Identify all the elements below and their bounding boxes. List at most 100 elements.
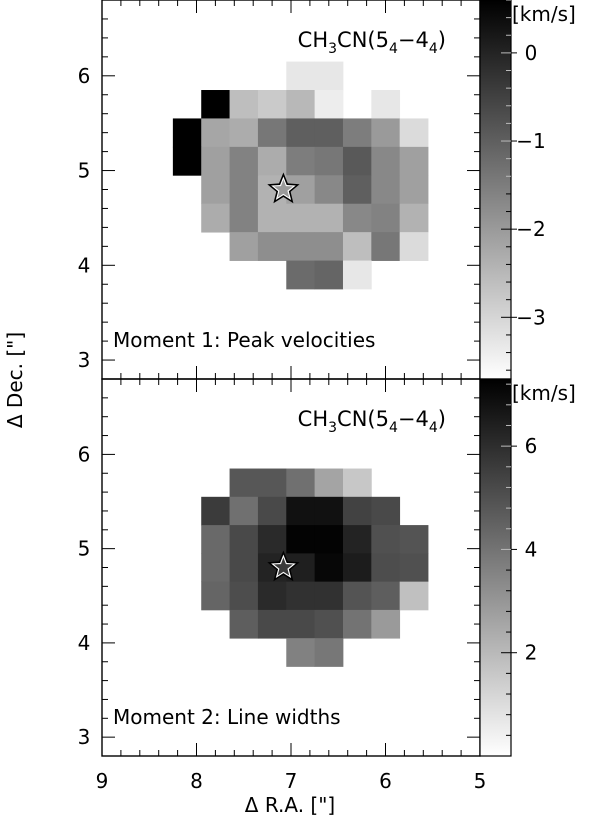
heatmap-cell (342, 146, 372, 176)
heatmap-cell (229, 553, 259, 583)
heatmap-cell (371, 496, 401, 526)
colorbar-gradient (479, 0, 512, 380)
heatmap-cell (314, 203, 344, 233)
heatmap-cell (314, 638, 344, 667)
heatmap-cell (257, 525, 287, 554)
y-tick-label: 4 (78, 253, 91, 277)
heatmap-cell (201, 525, 230, 554)
moment1-colorbar: 0 −1 −2 −3 (479, 0, 546, 380)
colorbar-tick-label: 6 (525, 434, 538, 458)
heatmap-cell (286, 260, 316, 290)
heatmap-cell (257, 496, 287, 526)
heatmap-cell (399, 525, 429, 554)
heatmap-cell (342, 609, 372, 639)
heatmap-cell (342, 553, 372, 583)
heatmap-cell (314, 581, 344, 611)
heatmap-cell (371, 581, 401, 611)
y-axis-label: Δ Dec. ["] (3, 332, 27, 428)
heatmap-cell (342, 496, 372, 526)
moment2-colorbar: 6 4 2 (479, 378, 538, 757)
heatmap-cell (229, 118, 259, 148)
heatmap-cell (257, 90, 287, 119)
heatmap-cell (371, 146, 401, 176)
heatmap-cell (229, 175, 259, 205)
heatmap-cell (257, 581, 287, 611)
heatmap-cell (229, 581, 259, 611)
heatmap-cell (314, 232, 344, 261)
heatmap-cell (314, 553, 344, 583)
heatmap-cell (257, 609, 287, 639)
heatmap-cell (201, 581, 230, 611)
moment2-title: CH3CN(54−44) (298, 407, 446, 436)
colorbar-tick-label: 4 (525, 537, 538, 561)
heatmap-cell (286, 496, 316, 526)
colorbar-tick-label: 0 (525, 41, 538, 65)
heatmap-cell (399, 553, 429, 583)
heatmap-cell (314, 496, 344, 526)
heatmap-cell (201, 496, 230, 526)
moment2-annotation: Moment 2: Line widths (113, 705, 341, 729)
heatmap-cell (286, 638, 316, 667)
moment2-colorbar-unit: [km/s] (512, 381, 576, 405)
x-tick-label: 7 (285, 769, 298, 793)
moment1-colorbar-unit: [km/s] (512, 2, 576, 26)
heatmap-cell (342, 581, 372, 611)
heatmap-cell (286, 90, 316, 119)
heatmap-cell (314, 146, 344, 176)
x-tick-label: 5 (474, 769, 487, 793)
heatmap-cell (342, 468, 372, 498)
x-tick-label: 9 (96, 769, 109, 793)
colorbar-gradient (479, 378, 512, 757)
colorbar-tick-label: −2 (516, 217, 545, 241)
x-tick-label: 6 (379, 769, 392, 793)
heatmap-cell (172, 118, 202, 148)
heatmap-cell (201, 553, 230, 583)
protostar-star-icon (267, 172, 300, 204)
heatmap-cell (399, 175, 429, 205)
heatmap-cell (371, 525, 401, 554)
heatmap-cell (257, 468, 287, 498)
heatmap-cell (201, 90, 230, 119)
moment2-panel: CH3CN(54−44) Moment 2: Line widths 6 4 2 [… (101, 378, 576, 757)
heatmap-cell (229, 609, 259, 639)
heatmap-cell (342, 118, 372, 148)
y-tick-label: 3 (78, 348, 91, 372)
heatmap-cell (314, 525, 344, 554)
heatmap-cell (286, 609, 316, 639)
y-tick-label: 6 (78, 64, 91, 88)
heatmap-cell (371, 175, 401, 205)
colorbar-tick-label: −3 (516, 305, 545, 329)
heatmap-cell (371, 90, 401, 119)
moment1-title: CH3CN(54−44) (298, 28, 446, 57)
heatmap-cell (229, 203, 259, 233)
moment1-heatmap (172, 61, 429, 290)
heatmap-cell (399, 581, 429, 611)
heatmap-cell (342, 260, 372, 290)
heatmap-cell (257, 203, 287, 233)
heatmap-cell (229, 90, 259, 119)
heatmap-cell (399, 146, 429, 176)
heatmap-cell (342, 525, 372, 554)
heatmap-cell (371, 118, 401, 148)
moment2-heatmap (201, 468, 429, 667)
x-tick-labels: 9 8 7 6 5 (96, 769, 487, 793)
heatmap-cell (229, 232, 259, 261)
heatmap-cell (201, 118, 230, 148)
heatmap-cell (201, 175, 230, 205)
heatmap-cell (286, 118, 316, 148)
heatmap-cell (371, 203, 401, 233)
heatmap-cell (314, 175, 344, 205)
moment1-panel: CH3CN(54−44) Moment 1: Peak velocities 0… (101, 0, 576, 380)
heatmap-cell (201, 146, 230, 176)
heatmap-cell (286, 525, 316, 554)
moment2-axis-ticks (101, 379, 481, 756)
heatmap-cell (399, 232, 429, 261)
heatmap-cell (399, 203, 429, 233)
y-tick-label: 5 (78, 159, 91, 183)
heatmap-cell (229, 468, 259, 498)
heatmap-cell (286, 146, 316, 176)
heatmap-cell (286, 61, 316, 91)
colorbar-tick-label: 2 (525, 641, 538, 665)
heatmap-cell (371, 553, 401, 583)
